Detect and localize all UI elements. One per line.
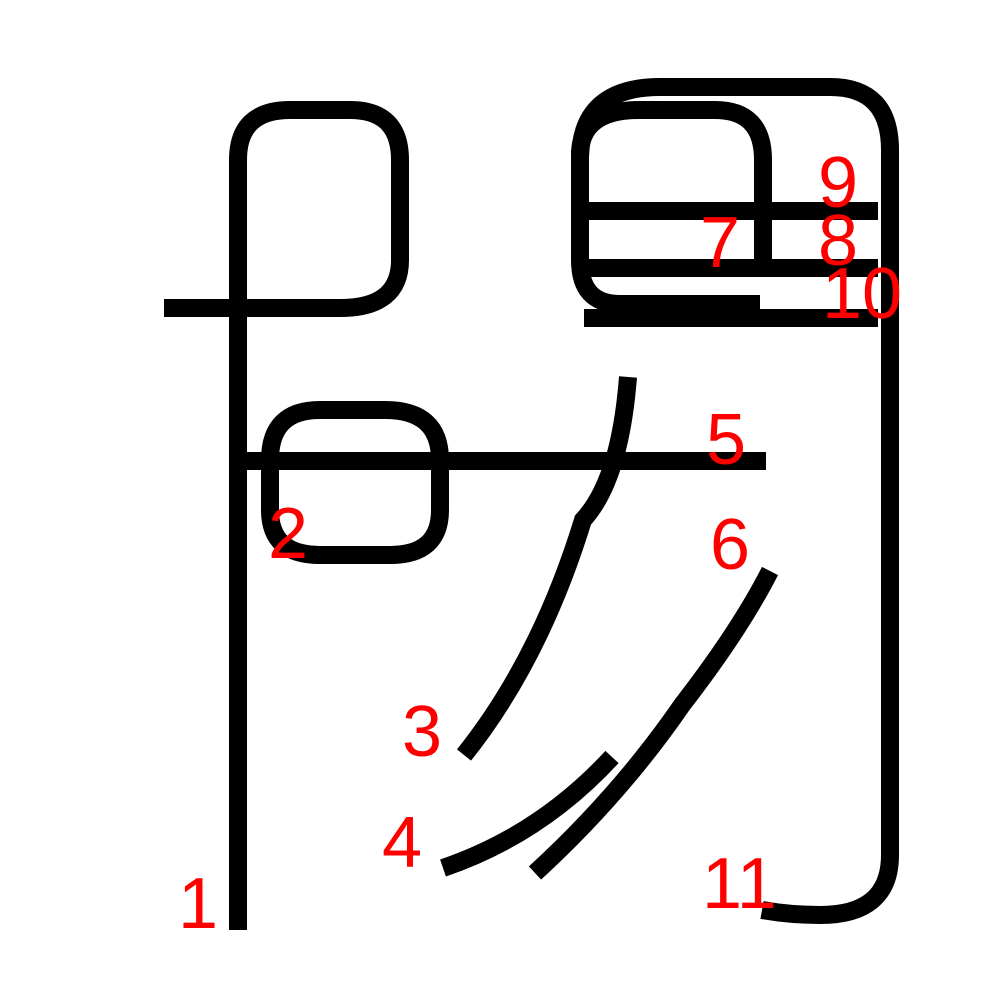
stroke-number-6: 6 [710, 505, 750, 585]
stroke-number-7: 7 [700, 203, 740, 283]
stroke-number-11: 11 [702, 844, 777, 924]
stroke-6 [528, 566, 779, 880]
stroke-number-9: 9 [818, 143, 858, 223]
stroke-1 [164, 101, 409, 930]
stroke-number-8: 8 [818, 201, 858, 281]
stroke-number-3: 3 [402, 692, 442, 772]
stroke-2 [261, 401, 449, 564]
stroke-number-4: 4 [382, 803, 422, 883]
stroke-number-1: 1 [178, 864, 218, 944]
stroke-4 [440, 750, 619, 877]
stroke-3 [456, 376, 637, 761]
stroke-11 [571, 78, 899, 925]
stroke-number-2: 2 [268, 494, 308, 574]
stroke-number-10: 10 [822, 254, 902, 334]
stroke-number-5: 5 [706, 400, 746, 480]
